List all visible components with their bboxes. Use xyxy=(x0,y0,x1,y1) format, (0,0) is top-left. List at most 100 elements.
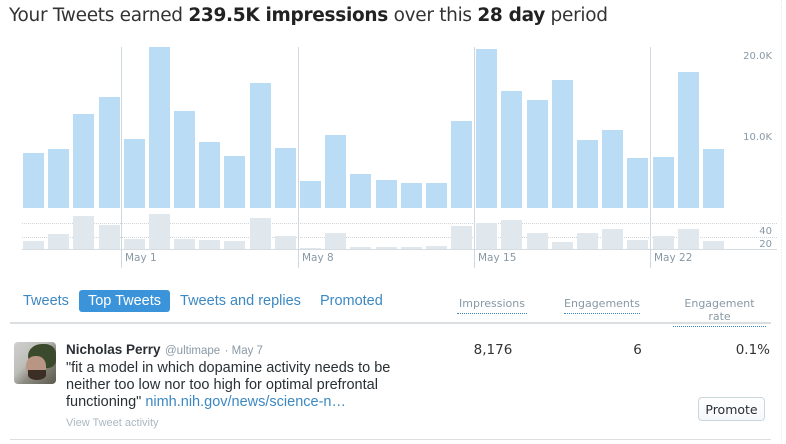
engagements-bar[interactable] xyxy=(99,225,120,249)
tab-top-tweets[interactable]: Top Tweets xyxy=(78,290,171,312)
impressions-bar[interactable] xyxy=(224,156,245,208)
page-headline: Your Tweets earned 239.5K impressions ov… xyxy=(9,5,608,26)
impressions-bar[interactable] xyxy=(124,139,145,208)
tick-line-may-22 xyxy=(650,47,651,268)
impressions-bar[interactable] xyxy=(73,114,94,208)
engagement-gridline-20 xyxy=(22,237,777,238)
engagements-bar[interactable] xyxy=(199,240,220,249)
impressions-bar[interactable] xyxy=(501,91,522,208)
promote-button[interactable]: Promote xyxy=(698,397,765,421)
tweet-impressions: 8,176 xyxy=(473,342,513,358)
tweet-engagement-rate: 0.1% xyxy=(735,342,770,358)
impressions-bar[interactable] xyxy=(99,97,120,208)
tab-tweets[interactable]: Tweets xyxy=(23,293,69,309)
column-header-impressions[interactable]: Impressions xyxy=(457,297,527,314)
tweet-author-handle[interactable]: @ultimape xyxy=(165,345,221,357)
engagements-bar[interactable] xyxy=(426,246,447,249)
headline-impressions: 239.5K impressions xyxy=(188,5,388,26)
engagements-bar[interactable] xyxy=(501,220,522,249)
impressions-bar[interactable] xyxy=(149,47,170,208)
engagements-bar[interactable] xyxy=(73,216,94,249)
tweet-engagements: 6 xyxy=(633,342,642,358)
tick-line-may-1 xyxy=(121,47,122,268)
avatar[interactable] xyxy=(14,342,56,384)
impressions-bar[interactable] xyxy=(451,121,472,208)
engagements-bar[interactable] xyxy=(350,247,371,249)
tweet-tabs: Tweets Top Tweets Tweets and replies Pro… xyxy=(14,290,393,312)
engagements-bar[interactable] xyxy=(376,247,397,249)
tick-line-may-15 xyxy=(474,47,475,268)
tabs-divider xyxy=(10,322,771,324)
avatar-beard xyxy=(28,370,46,380)
impressions-bar[interactable] xyxy=(627,158,648,208)
engagements-bar[interactable] xyxy=(275,236,296,249)
impressions-bar[interactable] xyxy=(577,140,598,208)
headline-middle: over this xyxy=(388,5,478,26)
column-header-engagement-rate[interactable]: Engagement rate xyxy=(673,297,766,327)
headline-prefix: Your Tweets earned xyxy=(9,5,189,26)
headline-suffix: period xyxy=(544,5,608,26)
engagements-bar[interactable] xyxy=(653,236,674,249)
impressions-bar[interactable] xyxy=(376,180,397,208)
impressions-bar[interactable] xyxy=(703,149,724,208)
row-divider xyxy=(10,439,771,440)
y-axis-label-20k: 20.0K xyxy=(743,51,772,62)
impressions-bar[interactable] xyxy=(199,142,220,208)
impressions-bar[interactable] xyxy=(250,83,271,208)
engagements-bar[interactable] xyxy=(250,218,271,249)
impressions-bar[interactable] xyxy=(653,157,674,208)
y-axis-label-10k: 10.0K xyxy=(743,132,772,143)
view-tweet-activity-link[interactable]: View Tweet activity xyxy=(66,417,159,429)
engagements-bar[interactable] xyxy=(451,226,472,249)
engagements-bar[interactable] xyxy=(149,214,170,249)
tweet-date[interactable]: May 7 xyxy=(231,345,263,357)
engagements-bar[interactable] xyxy=(552,242,573,249)
tweet-author-name[interactable]: Nicholas Perry xyxy=(66,342,161,357)
impressions-bar[interactable] xyxy=(678,72,699,208)
engagements-bar[interactable] xyxy=(23,241,44,249)
x-tick-label: May 1 xyxy=(125,252,157,264)
y-axis-label-40: 40 xyxy=(759,226,772,237)
impressions-bar[interactable] xyxy=(325,135,346,208)
engagements-bar[interactable] xyxy=(627,240,648,249)
impressions-bar[interactable] xyxy=(300,181,321,208)
engagements-bar[interactable] xyxy=(300,248,321,249)
separator-dot: · xyxy=(224,345,232,357)
engagement-baseline xyxy=(22,249,777,250)
engagements-bar[interactable] xyxy=(703,241,724,249)
impressions-bar[interactable] xyxy=(23,153,44,208)
tweet-item: Nicholas Perry @ultimape · May 7 "fit a … xyxy=(66,341,406,429)
impressions-bar[interactable] xyxy=(401,183,422,208)
tab-tweets-and-replies[interactable]: Tweets and replies xyxy=(180,293,301,309)
engagements-bar[interactable] xyxy=(602,229,623,249)
tab-promoted[interactable]: Promoted xyxy=(319,293,383,309)
impressions-bar[interactable] xyxy=(552,80,573,208)
impressions-bar[interactable] xyxy=(476,49,497,208)
engagements-bar[interactable] xyxy=(577,233,598,249)
tweet-text: "fit a model in which dopamine activity … xyxy=(66,360,406,411)
impressions-bar[interactable] xyxy=(48,149,69,208)
x-tick-label: May 15 xyxy=(478,252,517,264)
engagements-bar[interactable] xyxy=(174,239,195,249)
tweet-body: "fit a model in which dopamine activity … xyxy=(66,360,391,410)
impressions-bar[interactable] xyxy=(527,100,548,208)
impressions-bar[interactable] xyxy=(350,174,371,208)
x-tick-label: May 8 xyxy=(302,252,334,264)
impressions-chart: May 1 May 8 May 15 May 22 20.0K 10.0K 40… xyxy=(22,47,777,268)
impressions-bar[interactable] xyxy=(602,130,623,208)
engagements-bar[interactable] xyxy=(476,223,497,249)
engagements-bar[interactable] xyxy=(678,229,699,249)
engagements-bar[interactable] xyxy=(224,241,245,249)
impressions-bar[interactable] xyxy=(174,111,195,208)
headline-period: 28 day xyxy=(477,5,545,26)
tweet-link[interactable]: nimh.nih.gov/news/science-n… xyxy=(145,394,346,410)
impressions-bar[interactable] xyxy=(426,183,447,208)
column-header-engagements[interactable]: Engagements xyxy=(564,297,640,314)
impressions-bar[interactable] xyxy=(275,148,296,208)
engagements-bar[interactable] xyxy=(325,233,346,249)
engagements-bar[interactable] xyxy=(401,247,422,249)
engagements-bar[interactable] xyxy=(527,233,548,249)
engagements-bar[interactable] xyxy=(48,234,69,249)
engagements-bar[interactable] xyxy=(124,239,145,249)
x-tick-label: May 22 xyxy=(654,252,693,264)
